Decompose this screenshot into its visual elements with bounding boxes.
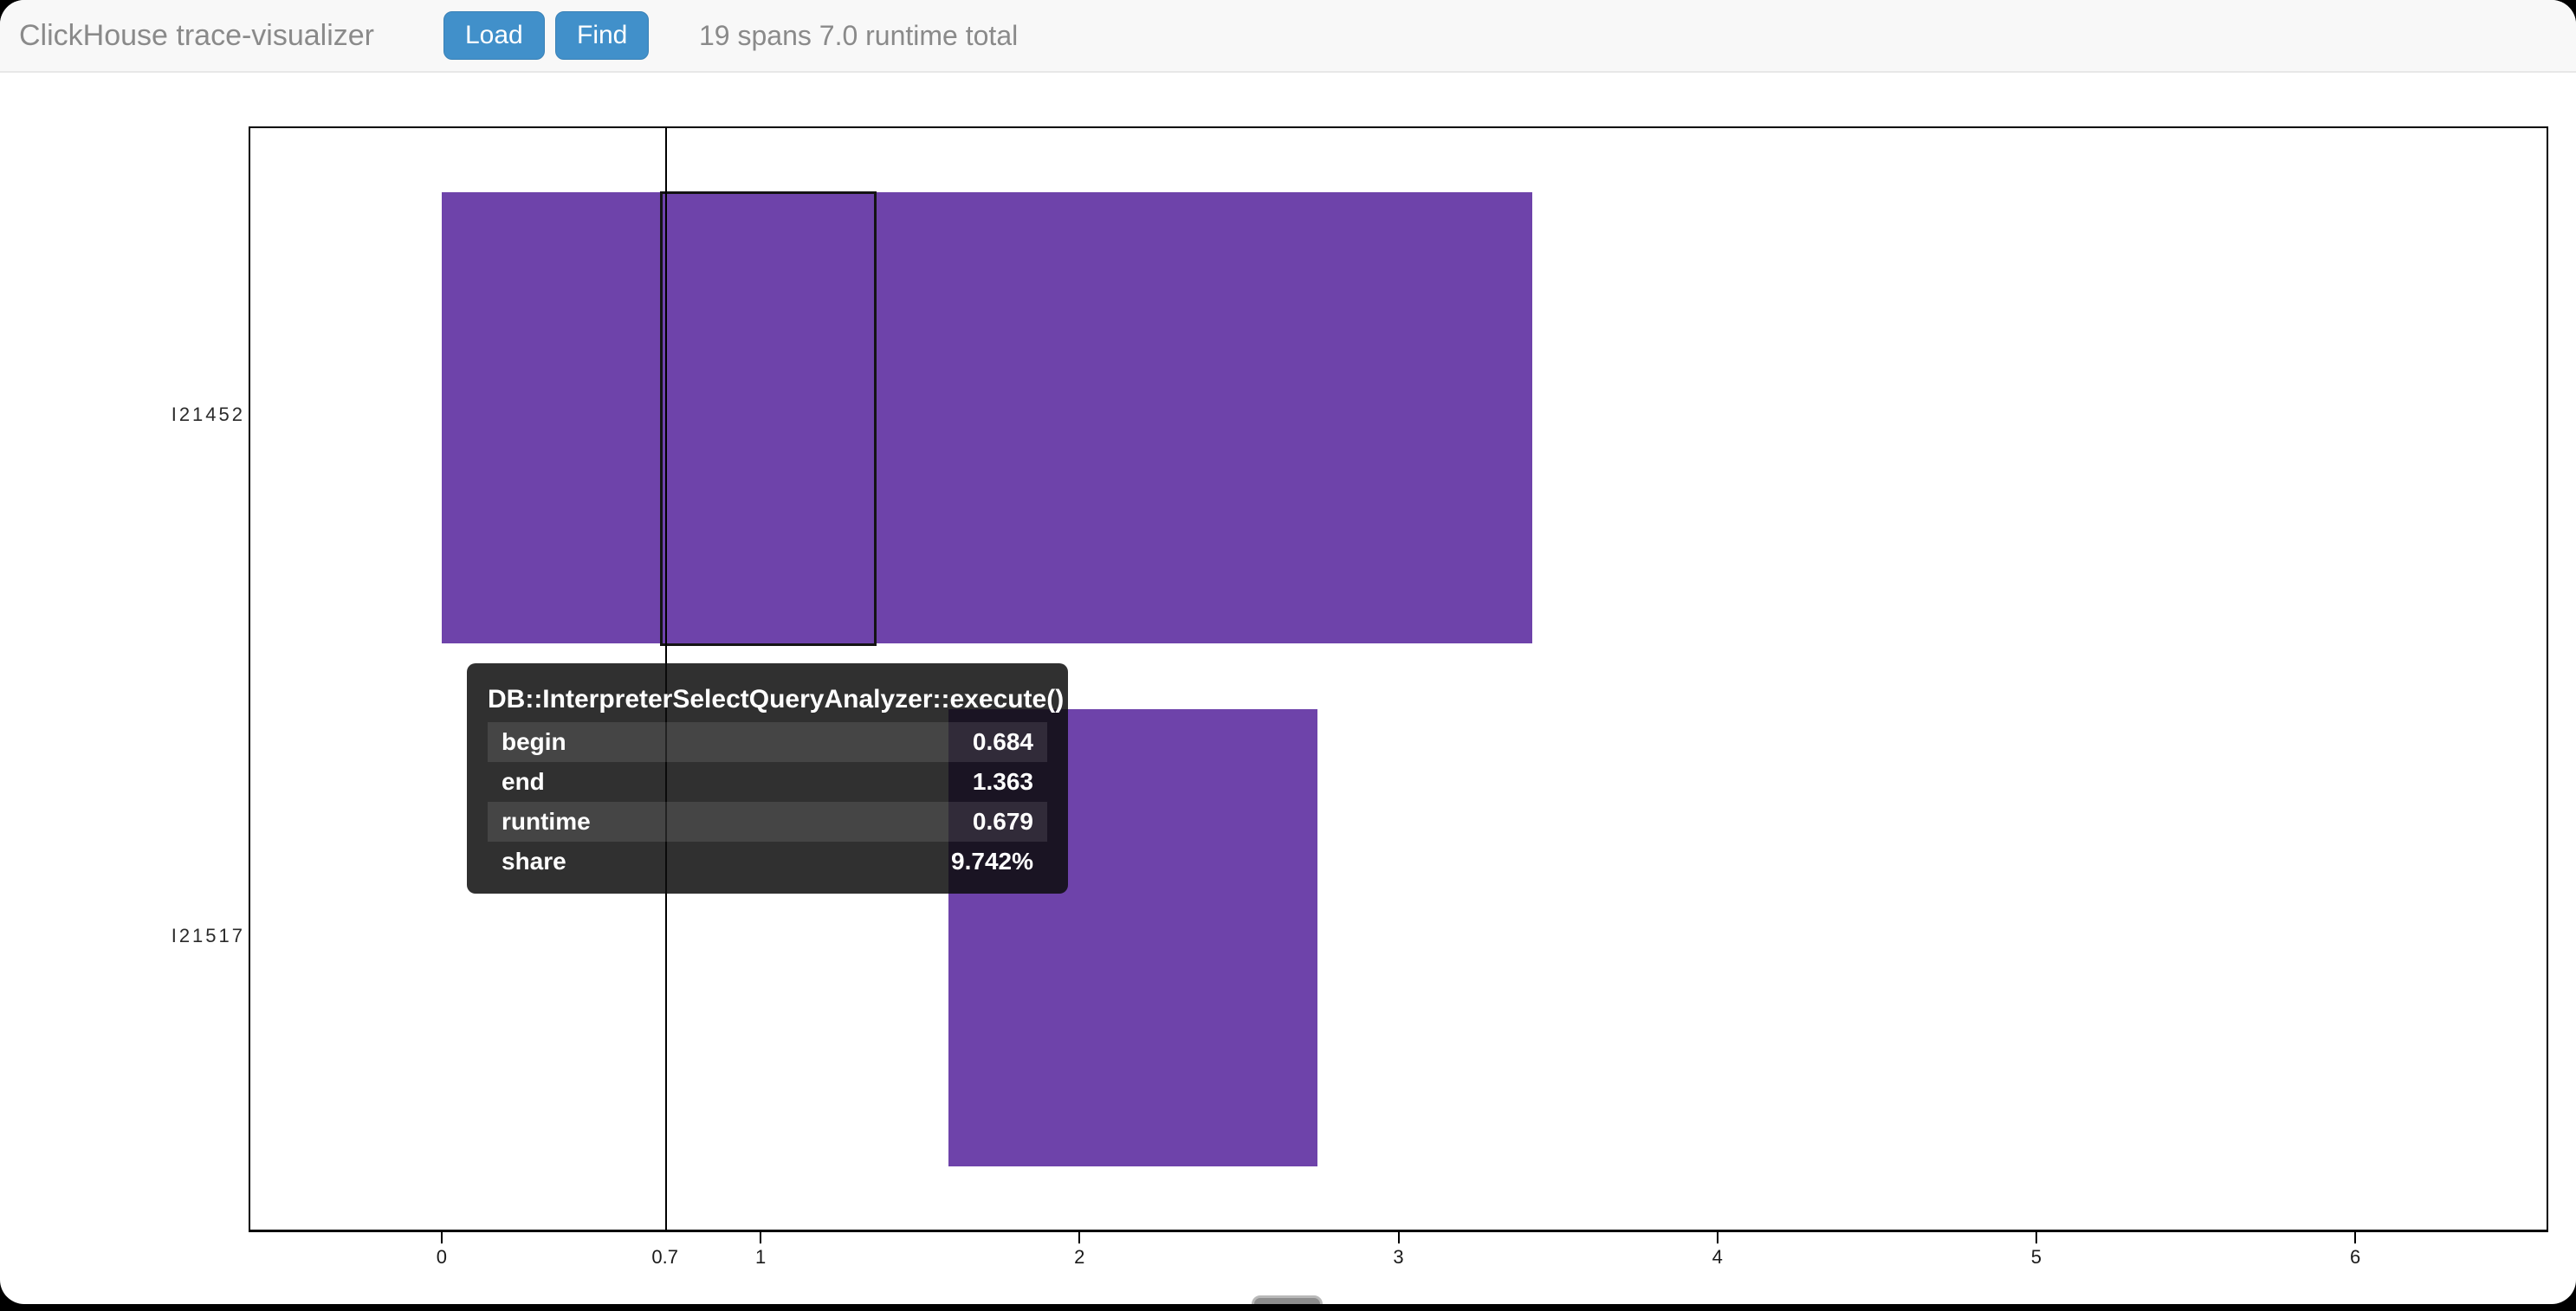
tooltip-row: share 9.742% [488, 842, 1047, 882]
header-bar: ClickHouse trace-visualizer Load Find 19… [0, 0, 2576, 73]
x-tick-mark [1716, 1232, 1718, 1243]
tooltip-row-value: 1.363 [972, 768, 1033, 795]
x-tick-mark [760, 1232, 762, 1243]
tooltip-row-label: end [502, 768, 545, 795]
x-tick-label: 5 [2030, 1246, 2042, 1268]
tooltip-row-label: runtime [502, 808, 591, 835]
tooltip-row: runtime 0.679 [488, 802, 1047, 842]
tooltip-row-label: begin [502, 728, 566, 755]
find-button[interactable]: Find [555, 11, 650, 60]
x-tick-label: 0.7 [651, 1246, 678, 1268]
lane-label-1: I21452 [171, 404, 245, 425]
x-tick-label: 3 [1393, 1246, 1404, 1268]
app-title: ClickHouse trace-visualizer [19, 19, 375, 52]
x-tick-mark [2354, 1232, 2357, 1243]
x-tick-mark [2035, 1232, 2037, 1243]
tooltip-title: DB::InterpreterSelectQueryAnalyzer::exec… [488, 685, 1065, 714]
span-bar[interactable] [441, 192, 1533, 643]
lane-label-2: I21517 [171, 925, 245, 946]
tooltip-row-value: 9.742% [951, 848, 1033, 875]
x-tick-mark [440, 1232, 443, 1243]
horizontal-scrollbar-thumb[interactable] [1252, 1295, 1323, 1304]
tooltip-row-value: 0.684 [972, 728, 1033, 755]
tooltip-row: end 1.363 [488, 762, 1047, 802]
span-tooltip: DB::InterpreterSelectQueryAnalyzer::exec… [467, 663, 1068, 894]
x-tick-mark [1397, 1232, 1400, 1243]
x-tick-label: 0 [436, 1246, 448, 1268]
x-tick-label: 4 [1712, 1246, 1723, 1268]
x-tick-label: 1 [754, 1246, 767, 1268]
tooltip-row-label: share [502, 848, 566, 875]
load-button[interactable]: Load [443, 11, 545, 60]
x-tick-label: 6 [2349, 1246, 2361, 1268]
x-tick-label: 2 [1074, 1246, 1085, 1268]
x-tick-mark [1078, 1232, 1081, 1243]
hovered-span-outline[interactable] [659, 191, 877, 646]
chart-stage: I21452 I21517 0 0.7 1 2 3 4 5 6 DB::Interpreter… [0, 73, 2576, 1304]
tooltip-row: begin 0.684 [488, 722, 1047, 762]
plot-canvas[interactable] [250, 128, 2547, 1230]
tooltip-row-value: 0.679 [972, 808, 1033, 835]
spans-status-text: 19 spans 7.0 runtime total [699, 20, 1019, 51]
